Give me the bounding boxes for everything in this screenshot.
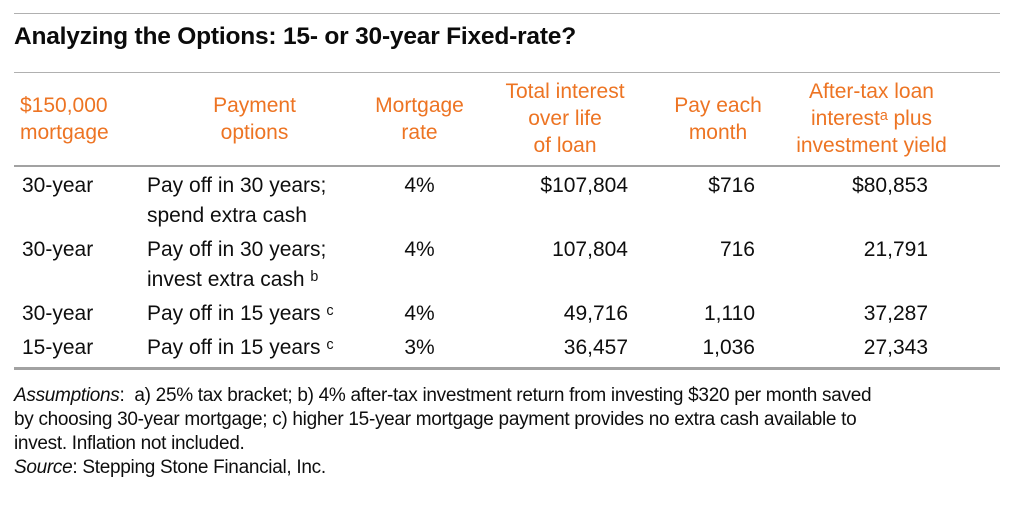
payment-option-cell: Pay off in 30 years; invest extra cash ᵇ	[147, 238, 327, 291]
total-interest-cell: $107,804	[540, 174, 628, 197]
rate-cell: 3%	[362, 329, 477, 370]
table-row: 30-year Pay off in 30 years; invest extra…	[14, 231, 1000, 295]
column-header-mortgage-rate: Mortgage rate	[362, 72, 477, 167]
column-header-total-interest: Total interest over life of loan	[477, 72, 653, 167]
after-tax-yield-cell: 37,287	[863, 302, 928, 325]
footnote-line: by choosing 30-year mortgage; c) higher …	[14, 409, 857, 430]
column-header-payment-options: Payment options	[147, 72, 362, 167]
total-interest-cell: 49,716	[563, 302, 628, 325]
rate-cell: 4%	[404, 174, 435, 197]
after-tax-yield-cell: 21,791	[863, 238, 928, 261]
monthly-payment-cell: 716	[719, 238, 755, 261]
after-tax-yield-cell: 27,343	[783, 329, 1000, 370]
footnote-label: Assumptions	[14, 385, 120, 406]
payment-option-cell: Pay off in 15 years ᶜ	[147, 302, 334, 325]
table-row: 30-year Pay off in 15 years ᶜ 4% 49,716 1,11…	[14, 295, 1000, 329]
column-header-pay-each-month: Pay each month	[653, 72, 783, 167]
rate-cell: 4%	[404, 238, 435, 261]
column-header-after-tax-yield: After-tax loan interestᵃ plus investment…	[783, 72, 1000, 167]
payment-option-cell: Pay off in 15 years ᶜ	[147, 329, 362, 370]
payment-option-cell: Pay off in 30 years; spend extra cash	[147, 174, 327, 227]
footnote-line: Source: Stepping Stone Financial, Inc.	[14, 457, 326, 478]
top-divider	[14, 13, 1000, 14]
term-cell: 30-year	[22, 238, 94, 261]
monthly-payment-cell: $716	[708, 174, 755, 197]
footnote-line: invest. Inflation not included.	[14, 433, 245, 454]
table-body: 30-year Pay off in 30 years; spend extra …	[14, 166, 1000, 370]
term-cell: 30-year	[22, 174, 94, 197]
after-tax-yield-cell: $80,853	[852, 174, 928, 197]
footnote-label: Source	[14, 457, 73, 478]
footnotes: Assumptions: a) 25% tax bracket; b) 4% a…	[14, 384, 1000, 480]
table-row: 30-year Pay off in 30 years; spend extra …	[14, 166, 1000, 231]
table-row: 15-year Pay off in 15 years ᶜ 3% 36,457 1,03…	[14, 329, 1000, 370]
column-header-mortgage-amount: $150,000 mortgage	[14, 72, 147, 167]
monthly-payment-cell: 1,110	[704, 302, 755, 325]
table-header-row: $150,000 mortgage Payment options Mortgage…	[14, 72, 1000, 167]
total-interest-cell: 36,457	[477, 329, 653, 370]
footnote-line: Assumptions: a) 25% tax bracket; b) 4% a…	[14, 385, 872, 406]
total-interest-cell: 107,804	[552, 238, 628, 261]
rate-cell: 4%	[404, 302, 435, 325]
monthly-payment-cell: 1,036	[653, 329, 783, 370]
term-cell: 15-year	[14, 329, 147, 370]
term-cell: 30-year	[22, 302, 94, 325]
options-table: $150,000 mortgage Payment options Mortgage…	[14, 72, 1000, 370]
page-title: Analyzing the Options: 15- or 30-year Fi…	[14, 23, 576, 50]
